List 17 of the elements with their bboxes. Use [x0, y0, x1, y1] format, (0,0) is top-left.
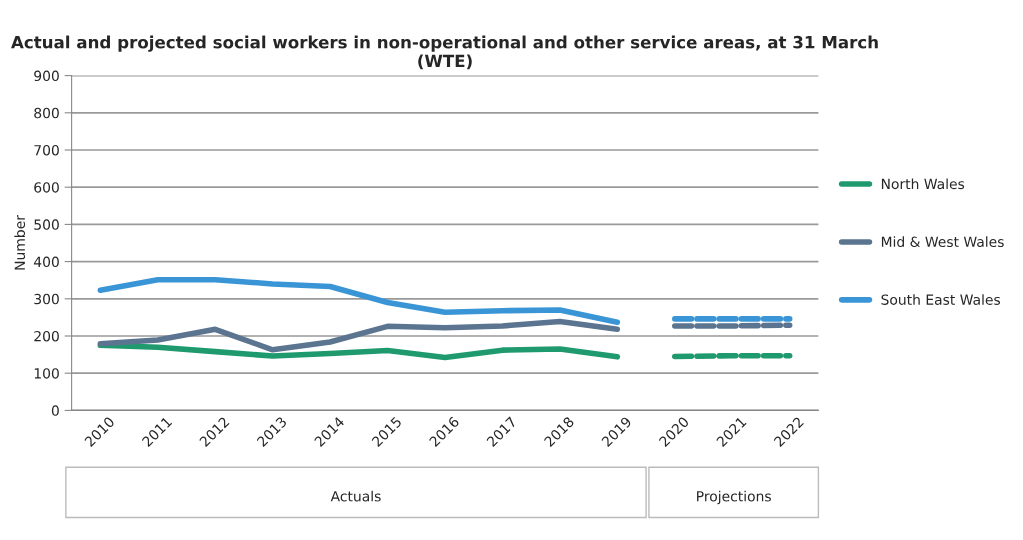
y-tick-label: 0	[51, 405, 59, 416]
y-tick-label: 900	[34, 70, 59, 82]
text: Actuals	[330, 490, 381, 502]
chart-title: Actual and projected social workers in non-operational and other service areas, at 31 March (WTE)	[11, 35, 878, 70]
y-tick-label: 100	[34, 368, 59, 379]
legend-label: North Wales	[881, 178, 965, 190]
legend-label: South East Wales	[881, 294, 1001, 305]
y-tick-label: 400	[33, 256, 59, 268]
y-axis-title: Number	[14, 215, 26, 270]
y-tick-label: 200	[34, 330, 59, 342]
y-tick-label: 600	[34, 182, 59, 193]
legend-label: Mid & West Wales	[881, 236, 1004, 248]
text: Projections	[697, 490, 771, 505]
y-tick-label: 700	[34, 144, 59, 156]
y-tick-label: 500	[34, 219, 59, 230]
y-tick-label: 300	[34, 293, 59, 305]
y-tick-label: 800	[34, 107, 59, 119]
